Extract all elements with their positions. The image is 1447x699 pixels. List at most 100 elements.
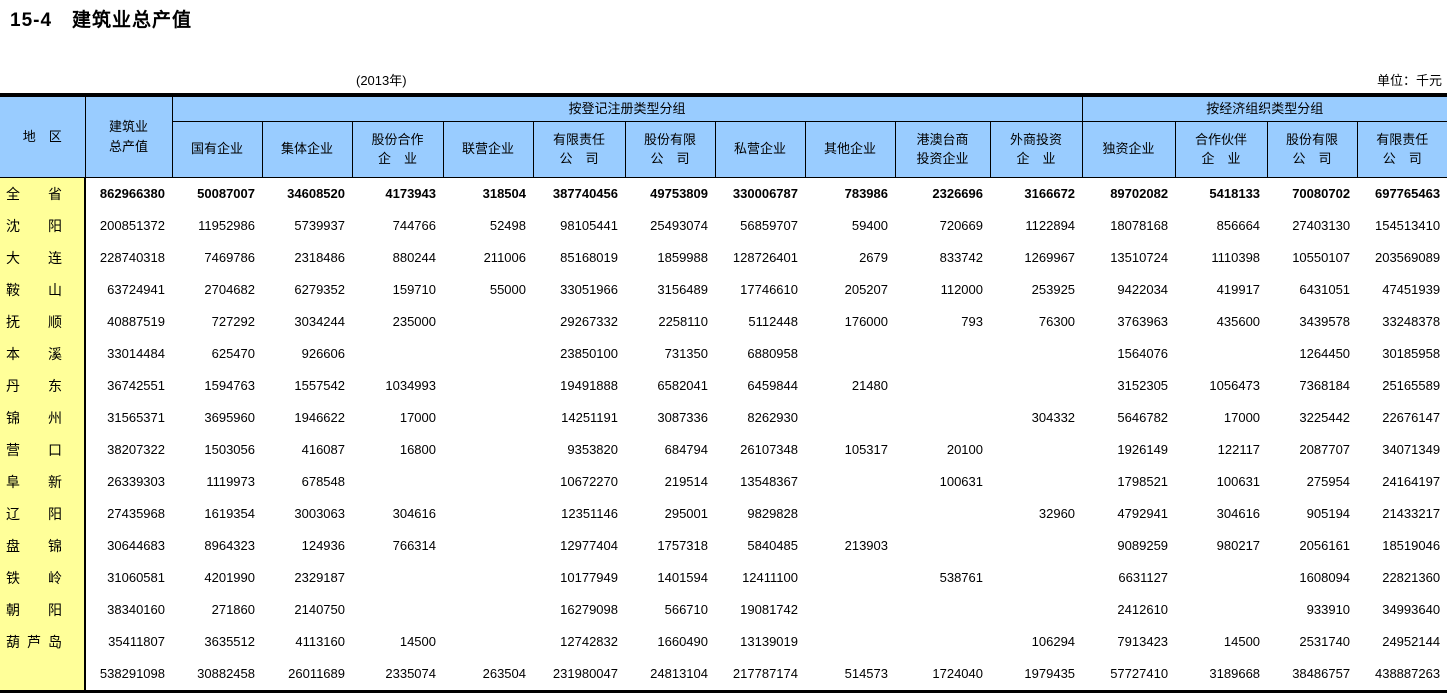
value-cell: 47451939 [1382, 282, 1441, 297]
value-cell: 4201990 [204, 570, 255, 585]
value-cell: 4113160 [295, 634, 345, 649]
region-cell [0, 657, 86, 691]
value-cell: 3695960 [204, 410, 255, 425]
value-cell: 36742551 [107, 378, 165, 393]
value-cell: 16800 [399, 442, 436, 457]
value-cell: 33014484 [107, 346, 165, 361]
value-cell: 2087707 [1299, 442, 1351, 457]
value-cell: 7913423 [1117, 634, 1169, 649]
value-cell: 3763963 [1117, 314, 1169, 329]
value-cell: 25493074 [650, 218, 708, 233]
value-cell: 213903 [844, 538, 888, 553]
table-row: 抚顺 40887519 727292 3034244 235000 29267332 225… [0, 305, 1447, 338]
value-cell: 2412610 [1117, 602, 1169, 617]
column-header-share-holding: 股份有限 公 司 [624, 120, 716, 178]
value-cell: 1608094 [1299, 570, 1351, 585]
table-row: 盘锦 30644683 8964323 124936 766314 12977404 175… [0, 529, 1447, 562]
value-cell: 40887519 [107, 314, 165, 329]
value-cell: 9353820 [567, 442, 618, 457]
value-cell: 793 [961, 314, 983, 329]
value-cell: 3152305 [1117, 378, 1169, 393]
value-cell: 6459844 [747, 378, 798, 393]
value-cell: 20100 [946, 442, 983, 457]
value-cell: 26339303 [107, 474, 165, 489]
value-cell: 89702082 [1110, 186, 1169, 201]
value-cell: 8964323 [204, 538, 255, 553]
value-cell [443, 402, 533, 434]
value-cell: 9829828 [747, 506, 798, 521]
column-header-collective: 集体企业 [261, 120, 353, 178]
value-cell: 926606 [301, 346, 345, 361]
table-row: 丹东 36742551 1594763 1557542 1034993 19491888 6… [0, 369, 1447, 402]
region-cell: 营口 [0, 433, 86, 466]
value-cell: 3225442 [1299, 410, 1351, 425]
value-cell: 13139019 [740, 634, 798, 649]
value-cell: 63724941 [107, 282, 165, 297]
value-cell [443, 434, 533, 466]
value-cell [443, 370, 533, 402]
table-row: 沈阳 200851372 11952986 5739937 744766 52498 981… [0, 209, 1447, 242]
region-column-header: 地 区 [0, 94, 86, 178]
value-cell: 3003063 [294, 506, 345, 521]
value-cell: 19491888 [560, 378, 618, 393]
value-cell: 1660490 [657, 634, 708, 649]
value-cell: 744766 [392, 218, 436, 233]
value-cell: 70080702 [1292, 186, 1351, 201]
value-cell [990, 338, 1082, 370]
value-cell: 514573 [844, 666, 888, 681]
table-body: 全省 862966380 50087007 34608520 4173943 318504… [0, 177, 1447, 691]
value-cell [990, 530, 1082, 562]
value-cell: 38486757 [1292, 666, 1351, 681]
value-cell: 12411100 [742, 570, 798, 585]
column-header-hmt-invested: 港澳台商 投资企业 [894, 120, 991, 178]
value-cell [1175, 594, 1267, 626]
value-cell: 30644683 [107, 538, 165, 553]
value-cell [990, 594, 1082, 626]
value-cell: 1926149 [1117, 442, 1169, 457]
value-cell: 10672270 [560, 474, 618, 489]
region-cell: 丹东 [0, 369, 86, 402]
column-header-sole-proprietorship: 独资企业 [1081, 120, 1176, 178]
value-cell: 2335074 [385, 666, 436, 681]
value-cell [895, 530, 990, 562]
value-cell: 76300 [1038, 314, 1076, 329]
value-cell: 387740456 [552, 186, 618, 201]
value-cell [443, 338, 533, 370]
region-cell: 铁岭 [0, 561, 86, 594]
value-cell [805, 498, 895, 530]
value-cell: 159710 [392, 282, 436, 297]
value-cell: 30882458 [197, 666, 255, 681]
region-cell: 辽阳 [0, 497, 86, 530]
column-header-share-holding-econ: 股份有限 公 司 [1266, 120, 1358, 178]
value-cell: 217787174 [732, 666, 798, 681]
value-cell: 10550107 [1292, 250, 1351, 265]
value-cell: 100631 [939, 474, 983, 489]
region-cell: 本溪 [0, 337, 86, 370]
value-cell: 5739937 [294, 218, 345, 233]
value-cell: 211006 [483, 250, 526, 265]
value-cell [443, 306, 533, 338]
value-cell: 34608520 [287, 186, 345, 201]
value-cell: 538761 [939, 570, 983, 585]
value-cell: 304616 [1216, 506, 1261, 521]
value-cell: 26011689 [288, 666, 345, 681]
value-cell: 2056161 [1299, 538, 1351, 553]
value-cell: 880244 [392, 250, 436, 265]
total-output-header: 建筑业 总产值 [84, 94, 173, 178]
value-cell: 1264450 [1299, 346, 1351, 361]
value-cell [895, 338, 990, 370]
region-cell: 沈阳 [0, 209, 86, 242]
value-cell: 50087007 [197, 186, 255, 201]
value-cell: 23850100 [560, 346, 618, 361]
value-cell: 275954 [1306, 474, 1351, 489]
value-cell: 2329187 [294, 570, 345, 585]
value-cell: 105317 [844, 442, 888, 457]
value-cell [443, 530, 533, 562]
value-cell: 35411807 [108, 634, 165, 649]
page-title: 15-4 建筑业总产值 [10, 10, 193, 31]
value-cell: 5646782 [1117, 410, 1169, 425]
value-cell: 419917 [1216, 282, 1261, 297]
value-cell: 330006787 [732, 186, 798, 201]
value-cell: 30185958 [1382, 346, 1441, 361]
region-cell: 盘锦 [0, 529, 86, 562]
